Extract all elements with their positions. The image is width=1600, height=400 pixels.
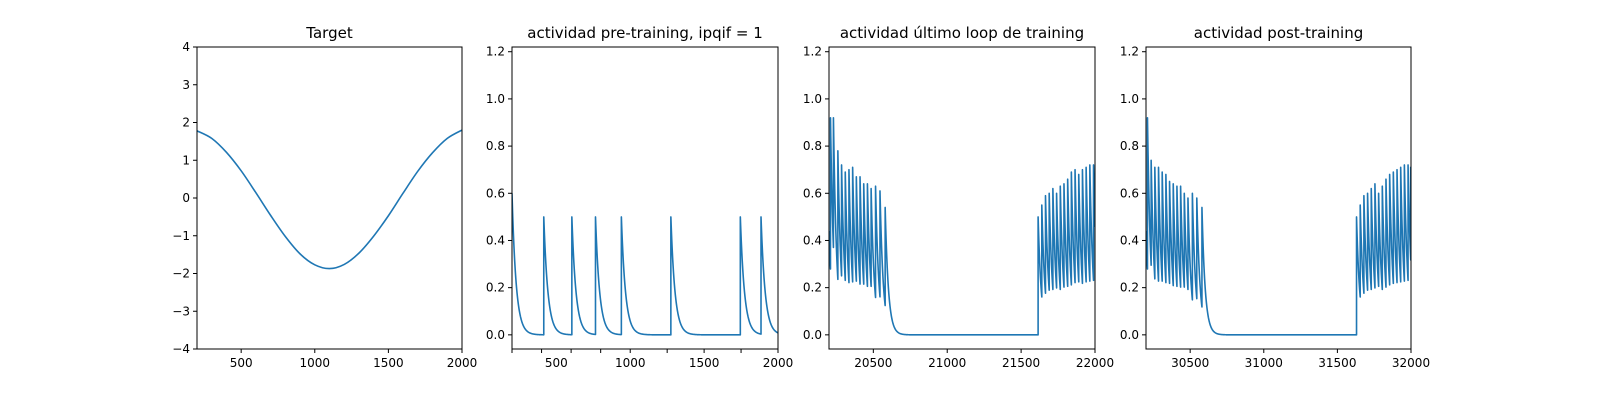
axes-frame: [511, 46, 779, 350]
chart-title: actividad último loop de training: [840, 24, 1084, 42]
y-tick-label: 0.4: [486, 233, 505, 247]
x-tick-label: 1000: [300, 356, 331, 370]
y-tick-label: 0.4: [1120, 233, 1139, 247]
y-tick-label: 0.2: [486, 281, 505, 295]
y-tick-label: −2: [172, 267, 190, 281]
series-line: [1146, 116, 1411, 336]
y-tick-label: 3: [182, 78, 190, 92]
axes-frame: [196, 46, 463, 350]
series-line: [197, 129, 462, 270]
y-tick-label: 0.8: [486, 139, 505, 153]
axes-frame: [828, 46, 1096, 350]
chart-panel-1: −4 −3 −2 −1 0 1 2 3 4 500 1000 1500 2000 Target: [172, 24, 477, 370]
y-tick-label: 1.2: [1120, 45, 1139, 59]
chart-title: actividad pre-training, ipqif = 1: [527, 24, 763, 42]
y-tick-label: −4: [172, 342, 190, 356]
x-tick-label: 1500: [689, 356, 720, 370]
x-tick-label: 21000: [928, 356, 966, 370]
chart-title: actividad post-training: [1194, 24, 1363, 42]
x-tick-label: 1000: [615, 356, 646, 370]
series-line: [512, 193, 778, 336]
y-tick-label: 0.6: [1120, 186, 1139, 200]
y-tick-label: −3: [172, 304, 190, 318]
chart-panel-2: 0.0 0.2 0.4 0.6 0.8 1.0 1.2 actividad pre-train…: [486, 24, 793, 370]
y-tick-label: 1: [182, 153, 190, 167]
y-tick-label: 1.0: [803, 92, 822, 106]
x-tick-label: 22000: [1076, 356, 1114, 370]
y-tick-label: 0.8: [1120, 139, 1139, 153]
y-tick-label: 0: [182, 191, 190, 205]
y-tick-label: 1.2: [486, 45, 505, 59]
y-tick-label: 4: [182, 40, 190, 54]
axes-frame: [1145, 46, 1412, 350]
y-tick-label: 1.2: [803, 45, 822, 59]
y-tick-label: 2: [182, 116, 190, 130]
x-tick-label: 30500: [1171, 356, 1209, 370]
x-tick-label: 1500: [373, 356, 404, 370]
y-tick-label: 0.6: [803, 186, 822, 200]
x-tick-label: 21500: [1002, 356, 1040, 370]
x-tick-label: 31000: [1245, 356, 1283, 370]
y-tick-label: −1: [172, 229, 190, 243]
y-tick-label: 0.0: [486, 328, 505, 342]
y-tick-label: 0.8: [803, 139, 822, 153]
x-tick-label: 2000: [763, 356, 794, 370]
y-tick-label: 0.0: [1120, 328, 1139, 342]
series-line: [829, 116, 1095, 336]
y-tick-label: 0.4: [803, 233, 822, 247]
y-tick-label: 0.6: [486, 186, 505, 200]
x-tick-label: 2000: [447, 356, 478, 370]
chart-panel-3: 0.0 0.2 0.4 0.6 0.8 1.0 1.2 20500 21000 21500 2200…: [803, 24, 1114, 370]
x-tick-label: 20500: [854, 356, 892, 370]
chart-title: Target: [305, 24, 353, 42]
x-tick-label: 500: [230, 356, 253, 370]
chart-panel-4: 0.0 0.2 0.4 0.6 0.8 1.0 1.2 30500 31000 31500 3200…: [1120, 24, 1430, 370]
y-tick-label: 0.2: [1120, 281, 1139, 295]
x-tick-label: 32000: [1392, 356, 1430, 370]
y-tick-label: 0.0: [803, 328, 822, 342]
x-tick-label: 31500: [1318, 356, 1356, 370]
y-tick-label: 0.2: [803, 281, 822, 295]
x-tick-label: 500: [545, 356, 568, 370]
y-tick-label: 1.0: [1120, 92, 1139, 106]
y-tick-label: 1.0: [486, 92, 505, 106]
